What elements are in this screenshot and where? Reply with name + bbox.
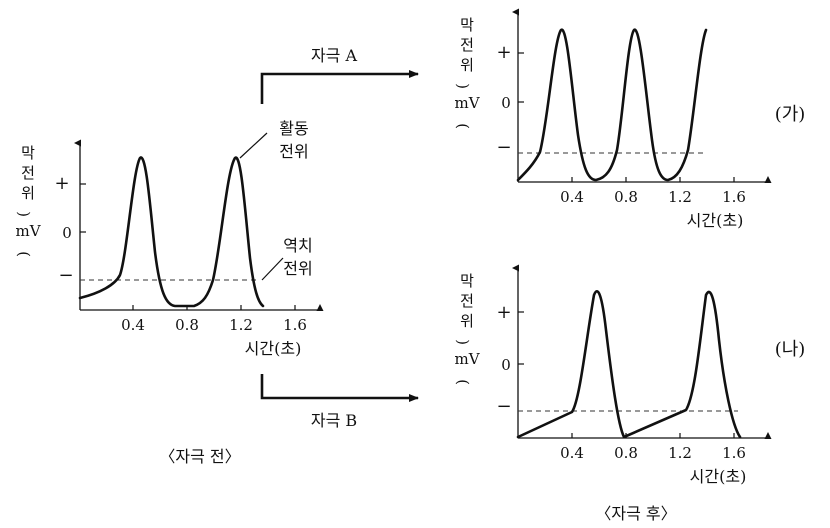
ytick-plus: + bbox=[496, 302, 511, 323]
stimulus-a-arrow: 자극 A bbox=[260, 46, 419, 104]
xlabel: 시간(초) bbox=[245, 339, 302, 358]
xtick-label: 1.2 bbox=[668, 444, 692, 462]
ylabel-char: 위 bbox=[460, 312, 474, 330]
membrane-potential-curve bbox=[78, 156, 265, 308]
ylabel-unit: mV bbox=[454, 350, 480, 368]
stimulus-a-label: 자극 A bbox=[311, 46, 358, 65]
ytick-plus: + bbox=[496, 42, 511, 63]
panel-label-ga: (가) bbox=[775, 104, 806, 125]
plot-ga: 막 전 위 ( mV ) + 0 − 0.4 0.8 1.2 1.6 시간(초)… bbox=[453, 8, 806, 230]
xlabel: 시간(초) bbox=[687, 211, 744, 230]
panel-label-na: (나) bbox=[775, 339, 806, 360]
xtick-label: 0.8 bbox=[614, 188, 638, 206]
callout-line-action bbox=[239, 132, 268, 159]
ylabel-unit: mV bbox=[15, 222, 41, 240]
ylabel-unit: mV bbox=[454, 94, 480, 112]
xtick-label: 1.6 bbox=[722, 188, 746, 206]
stimulus-b-arrow: 자극 B bbox=[260, 374, 419, 430]
membrane-potential-curve-ga bbox=[516, 28, 708, 182]
ytick-zero: 0 bbox=[501, 94, 511, 112]
callout-action-line2: 전위 bbox=[279, 142, 308, 161]
plot-before: 막 전 위 ( mV ) + 0 − 0.4 0.8 1.2 1.6 시간(초)… bbox=[14, 119, 324, 466]
callout-threshold-line2: 전위 bbox=[283, 259, 312, 278]
ylabel-paren: ( bbox=[14, 211, 32, 217]
ylabel-char: 막 bbox=[460, 272, 474, 290]
ylabel-before: 막 전 위 ( mV ) bbox=[14, 144, 42, 257]
ylabel-paren: ( bbox=[453, 83, 471, 89]
ytick-minus: − bbox=[496, 137, 511, 158]
ytick-minus: − bbox=[496, 396, 511, 417]
ytick-minus: − bbox=[58, 265, 73, 286]
arrow-a bbox=[260, 70, 419, 104]
ytick-plus: + bbox=[54, 173, 69, 194]
xtick-label: 1.6 bbox=[283, 316, 307, 334]
arrow-b bbox=[260, 374, 419, 402]
ylabel-char: 막 bbox=[460, 16, 474, 34]
ylabel-char: 전 bbox=[460, 292, 474, 310]
ylabel-paren: ) bbox=[14, 251, 32, 257]
ylabel-paren: ) bbox=[453, 379, 471, 385]
xtick-label: 1.2 bbox=[668, 188, 692, 206]
plot-na: 막 전 위 ( mV ) + 0 − 0.4 0.8 1.2 1.6 시간(초)… bbox=[453, 264, 806, 486]
caption-after: 〈자극 후〉 bbox=[595, 504, 676, 523]
ylabel-ga: 막 전 위 ( mV ) bbox=[453, 16, 481, 129]
callout-threshold-line1: 역치 bbox=[283, 236, 312, 255]
ytick-zero: 0 bbox=[501, 356, 511, 374]
xtick-label: 0.4 bbox=[121, 316, 145, 334]
xtick-label: 1.6 bbox=[722, 444, 746, 462]
ylabel-paren: ( bbox=[453, 339, 471, 345]
xtick-label: 0.4 bbox=[560, 444, 584, 462]
ylabel-char: 전 bbox=[21, 164, 35, 182]
ylabel-char: 위 bbox=[460, 56, 474, 74]
xtick-label: 0.4 bbox=[560, 188, 584, 206]
callout-action-line1: 활동 bbox=[279, 119, 308, 138]
ylabel-char: 전 bbox=[460, 36, 474, 54]
ytick-zero: 0 bbox=[62, 224, 72, 242]
ylabel-na: 막 전 위 ( mV ) bbox=[453, 272, 481, 385]
membrane-potential-curve-na bbox=[516, 290, 742, 439]
xtick-label: 1.2 bbox=[229, 316, 253, 334]
xtick-label: 0.8 bbox=[175, 316, 199, 334]
ylabel-char: 위 bbox=[21, 184, 35, 202]
ylabel-paren: ) bbox=[453, 123, 471, 129]
stimulus-b-label: 자극 B bbox=[311, 411, 357, 430]
xtick-label: 0.8 bbox=[614, 444, 638, 462]
callout-line-threshold bbox=[261, 257, 284, 281]
ylabel-char: 막 bbox=[21, 144, 35, 162]
xlabel: 시간(초) bbox=[690, 467, 747, 486]
caption-before: 〈자극 전〉 bbox=[159, 447, 240, 466]
